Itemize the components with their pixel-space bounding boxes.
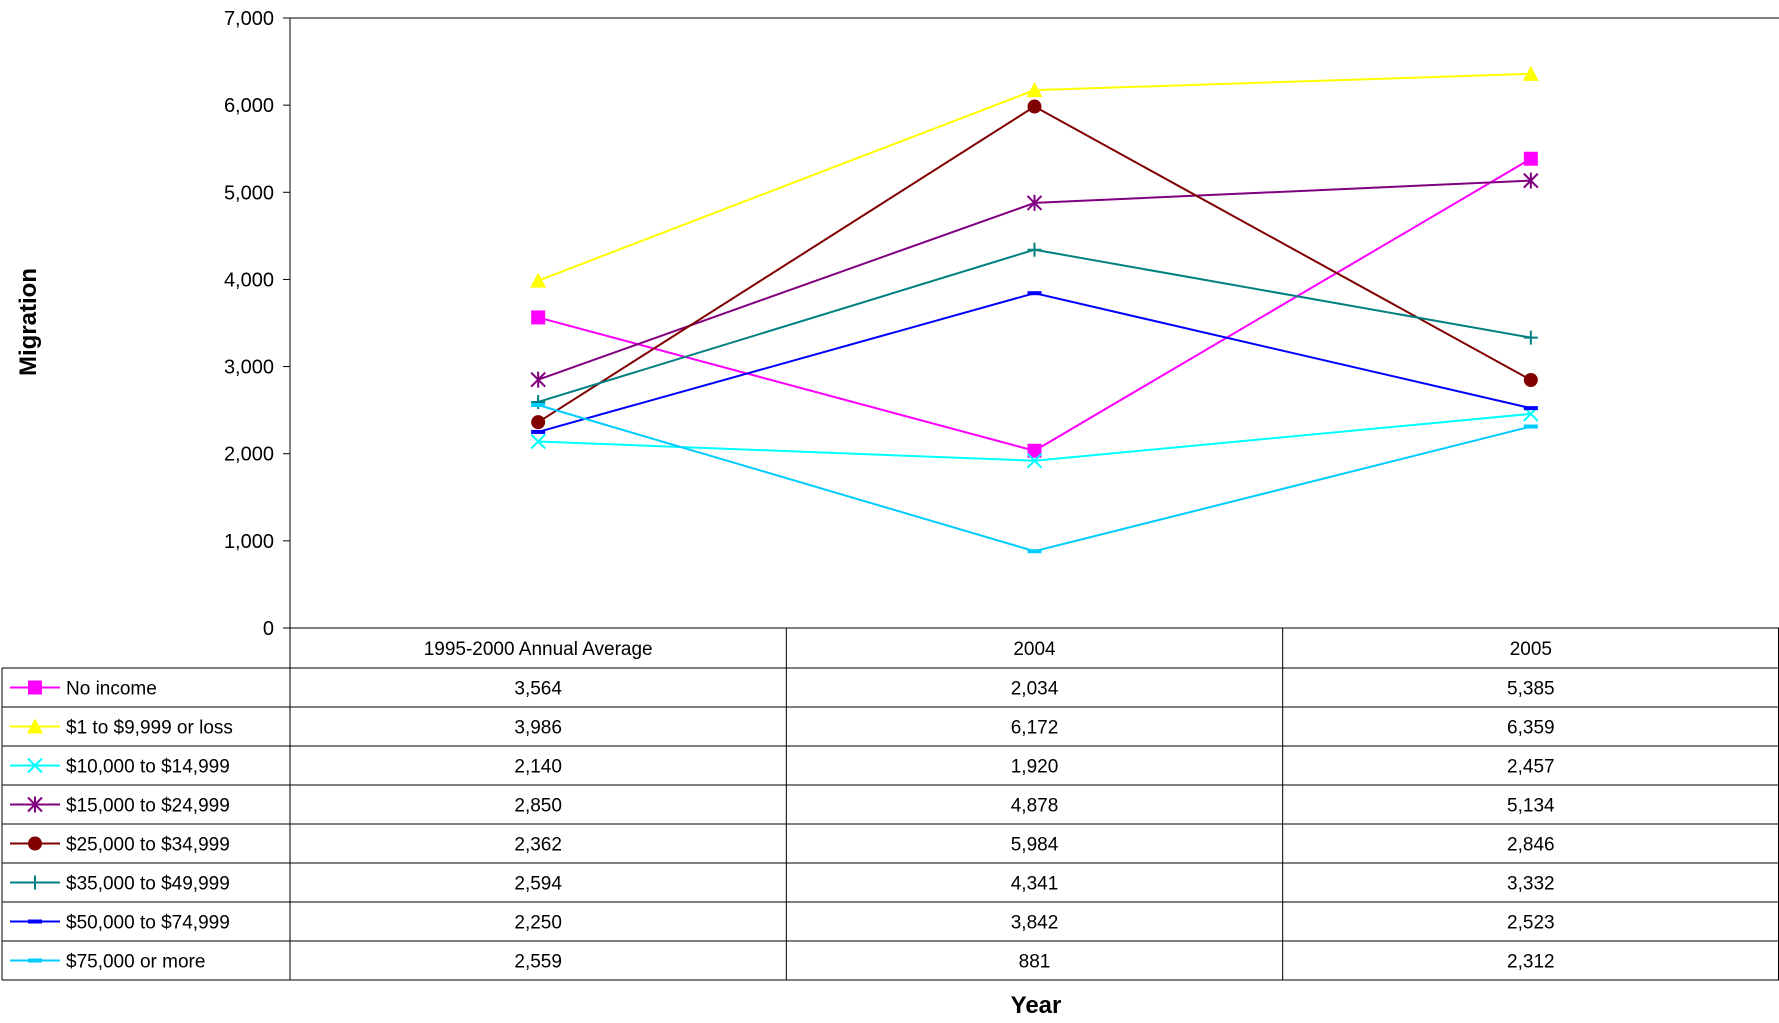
marker-dash (1523, 406, 1538, 411)
data-value-cell: 2,250 (514, 913, 562, 934)
y-axis-title: Migration (15, 268, 42, 376)
marker-star (27, 796, 43, 813)
y-tick-label: 7,000 (224, 8, 274, 30)
table-row: $15,000 to $24,999 2,850 4,878 5,134 (10, 796, 1555, 817)
legend-series-name: $35,000 to $49,999 (66, 874, 230, 895)
marker-triangle (27, 718, 43, 734)
data-value-cell: 2,850 (514, 796, 562, 817)
marker-dash (28, 958, 42, 963)
marker-star (1026, 194, 1043, 211)
data-value-cell: 4,341 (1011, 874, 1059, 895)
category-label: 2005 (1510, 639, 1552, 660)
data-value-cell: 1,920 (1011, 757, 1059, 778)
series-line (537, 292, 1532, 433)
table-row: $75,000 or more 2,559 881 2,312 (10, 952, 1555, 973)
legend-series-name: No income (66, 679, 157, 700)
marker-square (1027, 443, 1042, 458)
table-row: $50,000 to $74,999 2,250 3,842 2,523 (10, 913, 1555, 934)
data-table: 1995-2000 Annual Average 2004 2005 No incom… (1, 627, 1779, 981)
series-group (531, 99, 1538, 430)
data-value-cell: 881 (1019, 952, 1051, 973)
marker-triangle (1026, 82, 1043, 98)
data-value-cell: 2,034 (1011, 679, 1059, 700)
data-value-cell: 6,359 (1507, 718, 1555, 739)
y-tick-label: 2,000 (224, 444, 274, 466)
marker-plus (1523, 330, 1538, 345)
data-value-cell: 3,842 (1011, 913, 1059, 934)
marker-circle (28, 836, 42, 851)
series-group (530, 406, 1539, 469)
table-row: $25,000 to $34,999 2,362 5,984 2,846 (10, 835, 1555, 856)
y-tick-label: 4,000 (224, 269, 274, 291)
data-value-cell: 2,140 (514, 757, 562, 778)
series-line (537, 105, 1532, 424)
series-group (530, 65, 1539, 288)
y-tick-label: 6,000 (224, 95, 274, 117)
marker-dash (531, 403, 546, 408)
y-tick-label: 0 (263, 618, 274, 640)
series-group (531, 291, 1538, 434)
table-row: $10,000 to $14,999 2,140 1,920 2,457 (10, 757, 1555, 778)
data-value-cell: 2,312 (1507, 952, 1555, 973)
marker-square (531, 310, 546, 325)
table-row: $35,000 to $49,999 2,594 4,341 3,332 (10, 874, 1555, 895)
series-group (531, 403, 1538, 554)
legend-series-name: $75,000 or more (66, 952, 205, 973)
category-label: 1995-2000 Annual Average (424, 639, 653, 660)
y-tick-label: 3,000 (224, 357, 274, 379)
marker-circle (531, 415, 546, 430)
marker-dash (1027, 549, 1042, 554)
x-axis-title: Year (1011, 992, 1062, 1019)
table-row: $1 to $9,999 or loss 3,986 6,172 6,359 (10, 718, 1555, 739)
marker-x (530, 433, 546, 450)
y-tick-label: 1,000 (224, 531, 274, 553)
series-group (531, 151, 1538, 458)
data-value-cell: 5,984 (1011, 835, 1059, 856)
marker-x (27, 757, 43, 774)
data-value-cell: 2,523 (1507, 913, 1555, 934)
data-value-cell: 3,986 (514, 718, 562, 739)
data-value-cell: 2,594 (514, 874, 562, 895)
table-row: No income 3,564 2,034 5,385 (10, 679, 1555, 700)
marker-x (1026, 452, 1043, 469)
legend-series-name: $1 to $9,999 or loss (66, 718, 233, 739)
category-label: 2004 (1013, 639, 1056, 660)
marker-square (1523, 151, 1538, 166)
data-value-cell: 2,362 (514, 835, 562, 856)
marker-star (530, 371, 546, 388)
data-value-cell: 2,457 (1507, 757, 1555, 778)
marker-star (1523, 172, 1539, 189)
legend-series-name: $50,000 to $74,999 (66, 913, 230, 934)
series-group (530, 172, 1539, 388)
legend-series-name: $15,000 to $24,999 (66, 796, 230, 817)
legend-series-name: $25,000 to $34,999 (66, 835, 230, 856)
marker-dash (1027, 291, 1042, 296)
series-group (531, 242, 1538, 409)
y-axis: 0 1,000 2,000 3,000 4,000 5,000 6,000 7,000 (224, 8, 1779, 640)
data-value-cell: 5,385 (1507, 679, 1555, 700)
data-value-cell: 6,172 (1011, 718, 1059, 739)
data-value-cell: 2,559 (514, 952, 562, 973)
marker-circle (1027, 99, 1042, 114)
data-value-cell: 3,564 (514, 679, 562, 700)
marker-square (28, 680, 42, 695)
marker-dash (531, 429, 546, 434)
data-value-cell: 5,134 (1507, 796, 1555, 817)
data-value-cell: 2,846 (1507, 835, 1555, 856)
marker-plus (1027, 242, 1042, 257)
series-lines (530, 65, 1539, 554)
marker-plus (28, 875, 42, 890)
marker-triangle (1522, 65, 1539, 81)
data-value-cell: 4,878 (1011, 796, 1059, 817)
marker-dash (1523, 424, 1538, 429)
y-tick-label: 5,000 (224, 182, 274, 204)
marker-triangle (530, 272, 547, 288)
legend-series-name: $10,000 to $14,999 (66, 757, 230, 778)
marker-circle (1523, 372, 1538, 387)
marker-dash (28, 919, 42, 924)
data-value-cell: 3,332 (1507, 874, 1555, 895)
